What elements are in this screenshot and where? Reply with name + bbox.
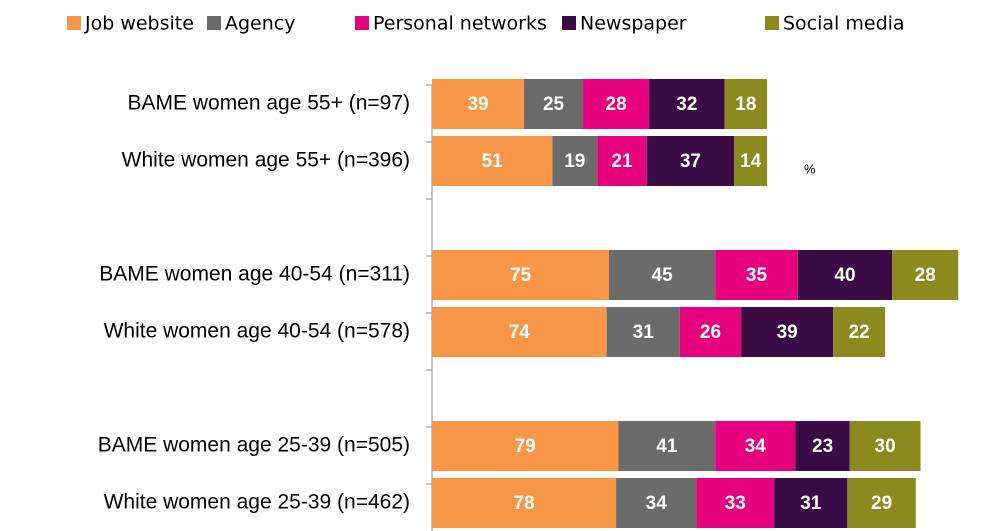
bar-segment <box>432 307 607 357</box>
bar-segment <box>583 79 650 129</box>
bar-segment <box>795 421 850 471</box>
bar-segment <box>432 136 553 186</box>
bar-segment <box>524 79 584 129</box>
value-label: 79 <box>515 436 536 457</box>
value-label: 39 <box>467 94 488 115</box>
bar-segment <box>774 478 848 528</box>
value-label: 32 <box>676 94 697 115</box>
bar-segment <box>432 421 619 471</box>
category-label: White women age 40-54 (n=578) <box>104 320 410 343</box>
value-label: 21 <box>611 151 633 172</box>
category-label: White women age 25-39 (n=462) <box>104 491 410 514</box>
value-label: 75 <box>510 265 532 286</box>
category-label: White women age 55+ (n=396) <box>122 149 410 172</box>
value-label: 22 <box>849 322 870 343</box>
value-label: 26 <box>700 322 721 343</box>
legend-swatch <box>207 16 221 30</box>
legend-label: Personal networks <box>373 13 547 35</box>
value-label: 28 <box>915 265 936 286</box>
bar-segment <box>734 136 768 186</box>
value-label: 14 <box>740 151 762 172</box>
value-label: 51 <box>482 151 504 172</box>
value-label: 25 <box>543 94 565 115</box>
value-label: 29 <box>871 493 892 514</box>
bar-segment <box>847 478 916 528</box>
value-label: 40 <box>834 265 855 286</box>
value-label: 31 <box>633 322 655 343</box>
value-label: 41 <box>656 436 678 457</box>
category-label: BAME women age 40-54 (n=311) <box>99 263 410 286</box>
bar-segment <box>432 250 609 300</box>
value-label: 30 <box>875 436 896 457</box>
value-label: 18 <box>735 94 756 115</box>
value-label: 23 <box>812 436 833 457</box>
legend-swatch <box>67 16 81 30</box>
bar-segment <box>432 79 525 129</box>
bar-segment <box>892 250 959 300</box>
legend-swatch <box>562 16 576 30</box>
bar-segment <box>616 478 697 528</box>
legend-label: Job website <box>84 13 194 35</box>
value-label: 45 <box>652 265 674 286</box>
bar-segment <box>679 307 742 357</box>
value-label: 78 <box>513 493 534 514</box>
value-label: 33 <box>725 493 746 514</box>
bar-segment <box>724 79 768 129</box>
bar-segment <box>597 136 647 186</box>
value-label: 28 <box>606 94 627 115</box>
legend-swatch <box>765 16 779 30</box>
bar-segment <box>646 136 735 186</box>
value-label: 37 <box>680 151 701 172</box>
category-label: BAME women age 25-39 (n=505) <box>98 434 410 457</box>
value-label: 34 <box>745 436 767 457</box>
bar-segment <box>606 307 680 357</box>
legend-label: Newspaper <box>580 13 687 35</box>
legend-label: Social media <box>783 13 905 35</box>
bar-segment <box>849 421 921 471</box>
value-label: 19 <box>564 151 585 172</box>
bar-segment <box>797 250 893 300</box>
annotation: % <box>804 161 816 176</box>
bar-segment <box>696 478 775 528</box>
category-label: BAME women age 55+ (n=97) <box>128 92 411 115</box>
bar-segment <box>833 307 886 357</box>
bar-segment <box>649 79 725 129</box>
bar-segment <box>715 250 798 300</box>
value-label: 35 <box>746 265 768 286</box>
value-label: 39 <box>777 322 798 343</box>
legend-swatch <box>355 16 369 30</box>
bar-segment <box>552 136 598 186</box>
value-label: 31 <box>800 493 822 514</box>
bar-segment <box>741 307 834 357</box>
bar-segment <box>609 250 716 300</box>
value-label: 34 <box>646 493 668 514</box>
bar-segment <box>618 421 716 471</box>
legend-label: Agency <box>225 13 295 35</box>
value-label: 74 <box>509 322 531 343</box>
bar-segment <box>715 421 796 471</box>
bar-segment <box>432 478 617 528</box>
